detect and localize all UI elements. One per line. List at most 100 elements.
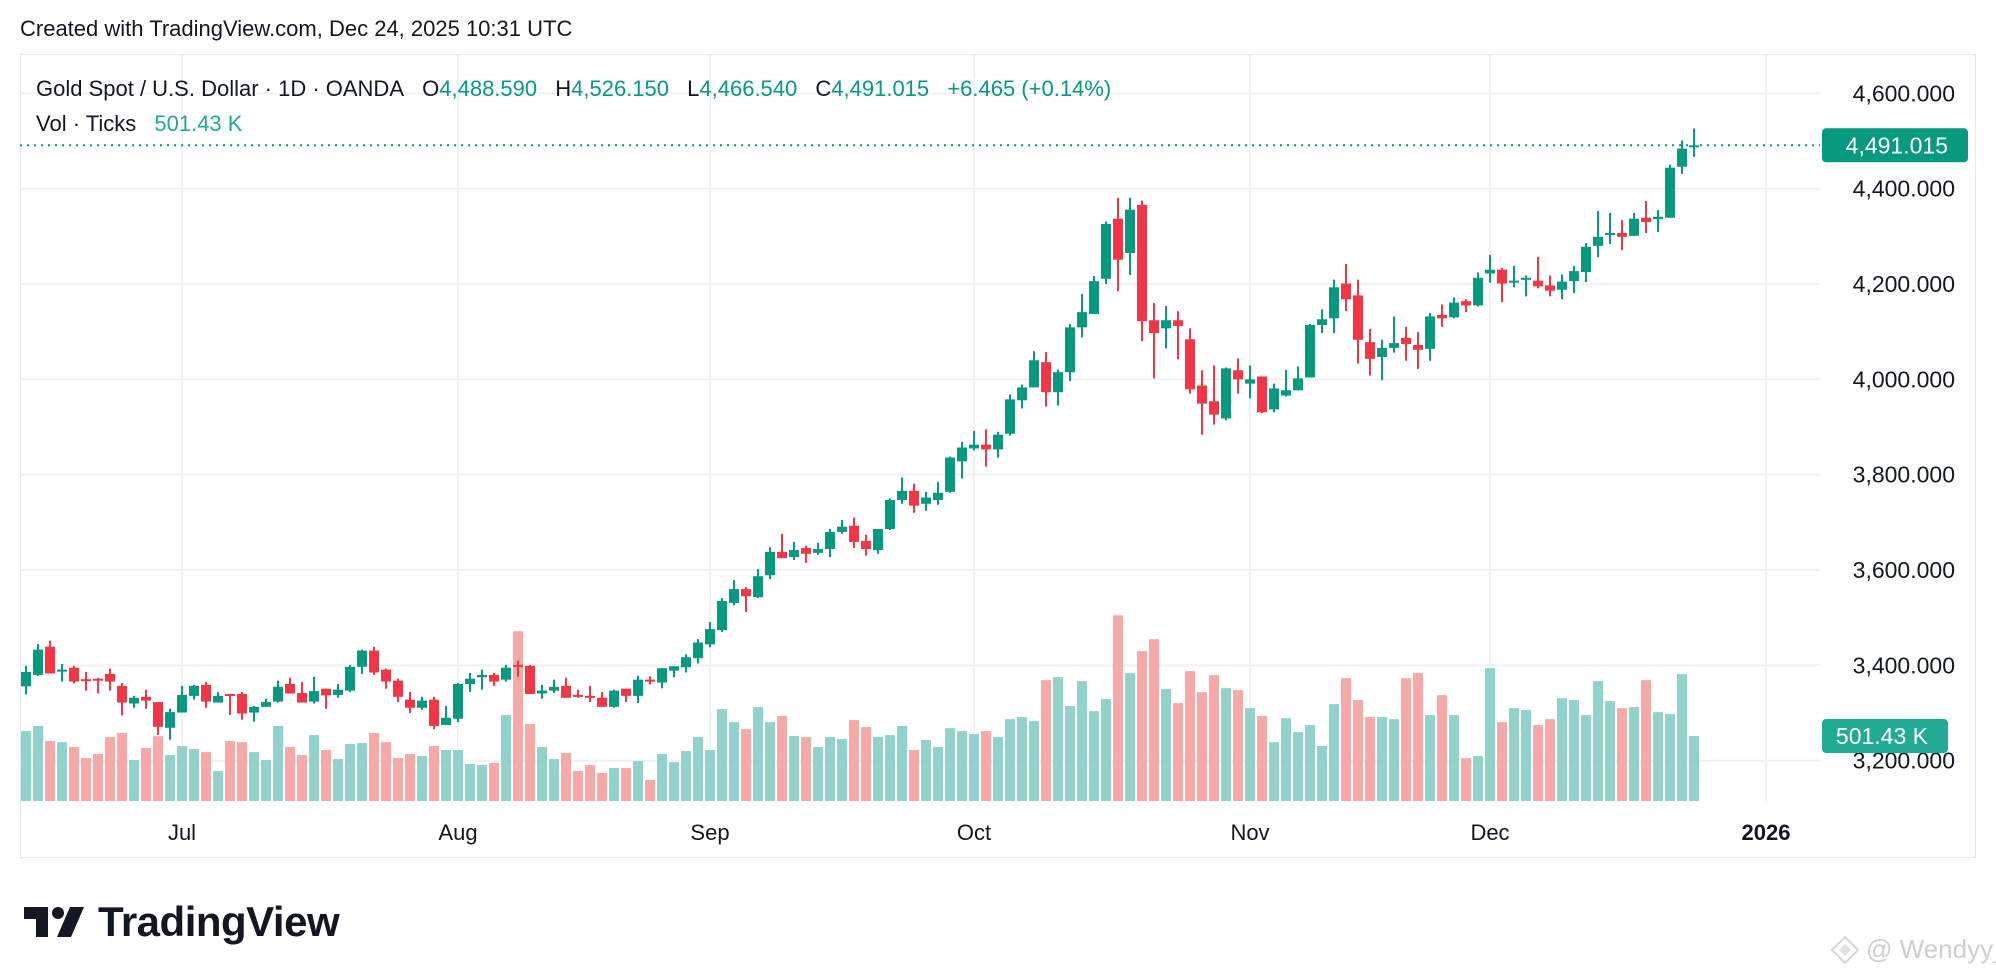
candle-body xyxy=(1497,269,1507,284)
candle-wick xyxy=(745,587,747,612)
volume-bar xyxy=(1125,673,1135,801)
volume-bar xyxy=(993,737,1003,801)
volume-label[interactable]: Vol · Ticks xyxy=(36,111,137,136)
candle-body xyxy=(213,695,223,703)
candle xyxy=(1005,394,1015,436)
volume-bar xyxy=(153,736,163,801)
candle xyxy=(1365,328,1375,376)
volume-bar xyxy=(477,765,487,801)
candle-body xyxy=(1065,327,1075,373)
volume-bar xyxy=(249,752,259,801)
volume-bar xyxy=(1485,668,1495,801)
volume-bar xyxy=(717,709,727,801)
volume-bar xyxy=(1005,719,1015,801)
candle xyxy=(933,481,943,505)
volume-bar xyxy=(1401,678,1411,801)
candle-body xyxy=(873,529,883,550)
high-value: 4,526.150 xyxy=(571,76,670,101)
volume-bar xyxy=(501,715,511,801)
candle-body xyxy=(1053,372,1063,393)
candle-body xyxy=(933,492,943,500)
candle xyxy=(801,545,811,563)
volume-bar xyxy=(393,758,403,801)
volume-bar xyxy=(1305,725,1315,801)
candle xyxy=(1521,275,1531,297)
volume-bar xyxy=(177,746,187,801)
candle xyxy=(1677,140,1687,174)
candle-body xyxy=(297,693,307,703)
candle-body xyxy=(1365,342,1375,359)
candle-body xyxy=(1245,379,1255,384)
candle-wick xyxy=(1501,267,1503,303)
volume-bar xyxy=(921,740,931,801)
candle xyxy=(1101,221,1111,284)
chart-frame xyxy=(20,54,1976,858)
volume-bar xyxy=(1245,708,1255,801)
candle-body xyxy=(741,589,751,597)
candle-wick xyxy=(229,693,231,715)
candle-body xyxy=(1041,362,1051,393)
volume-bar xyxy=(513,631,523,801)
volume-bar xyxy=(945,728,955,801)
candle xyxy=(69,665,79,684)
candle xyxy=(237,692,247,720)
candle-body xyxy=(441,717,451,725)
watermark: @ Wendyy_ xyxy=(1830,934,1996,965)
y-tick-label: 4,400.000 xyxy=(1853,176,1955,202)
volume-bar xyxy=(441,750,451,801)
x-tick-label: 2026 xyxy=(1742,820,1791,845)
volume-bar xyxy=(525,724,535,801)
volume-bar xyxy=(213,771,223,801)
volume-bar xyxy=(1209,675,1219,801)
candle xyxy=(1449,297,1459,319)
volume-bar xyxy=(1473,755,1483,801)
volume-bar xyxy=(1389,719,1399,801)
candle xyxy=(33,643,43,676)
volume-bar xyxy=(345,744,355,801)
candle-wick xyxy=(1393,316,1395,353)
candle xyxy=(297,682,307,703)
candle-body xyxy=(1461,301,1471,306)
last-price-tag-text: 4,491.015 xyxy=(1846,132,1948,158)
candle-body xyxy=(417,700,427,708)
volume-bar xyxy=(1521,710,1531,801)
candle xyxy=(129,695,139,708)
candle-body xyxy=(1485,269,1495,274)
candle xyxy=(1041,352,1051,407)
volume-bar xyxy=(1665,714,1675,801)
candle xyxy=(1305,324,1315,378)
candle-body xyxy=(825,531,835,550)
candle xyxy=(681,654,691,673)
volume-bar xyxy=(957,731,967,801)
candle-body xyxy=(897,490,907,500)
candle-body xyxy=(201,684,211,702)
volume-bar xyxy=(825,737,835,801)
volume-bar xyxy=(1677,674,1687,801)
volume-bar xyxy=(741,729,751,801)
volume-bar xyxy=(105,737,115,801)
candle-body xyxy=(69,667,79,682)
volume-bar xyxy=(1089,711,1099,801)
volume-bar xyxy=(549,759,559,801)
candle-body xyxy=(1209,401,1219,415)
candle xyxy=(549,679,559,694)
tradingview-logo-text: TradingView xyxy=(98,898,340,945)
candle xyxy=(465,672,475,693)
candle-body xyxy=(1581,246,1591,273)
candle-wick xyxy=(1657,210,1659,233)
volume-bar xyxy=(93,754,103,801)
candle-body xyxy=(1425,316,1435,349)
volume-bar xyxy=(1629,707,1639,801)
candle xyxy=(417,696,427,710)
tradingview-logo[interactable]: TradingView xyxy=(24,898,340,946)
volume-bar xyxy=(561,753,571,801)
candle-wick xyxy=(673,666,675,678)
watermark-text: @ Wendyy_ xyxy=(1866,934,1996,964)
candle-body xyxy=(909,490,919,506)
candle-body xyxy=(945,457,955,492)
volume-bar xyxy=(381,742,391,801)
candle-body xyxy=(597,697,607,707)
candle xyxy=(273,680,283,703)
symbol-title[interactable]: Gold Spot / U.S. Dollar · 1D · OANDA xyxy=(36,76,404,101)
